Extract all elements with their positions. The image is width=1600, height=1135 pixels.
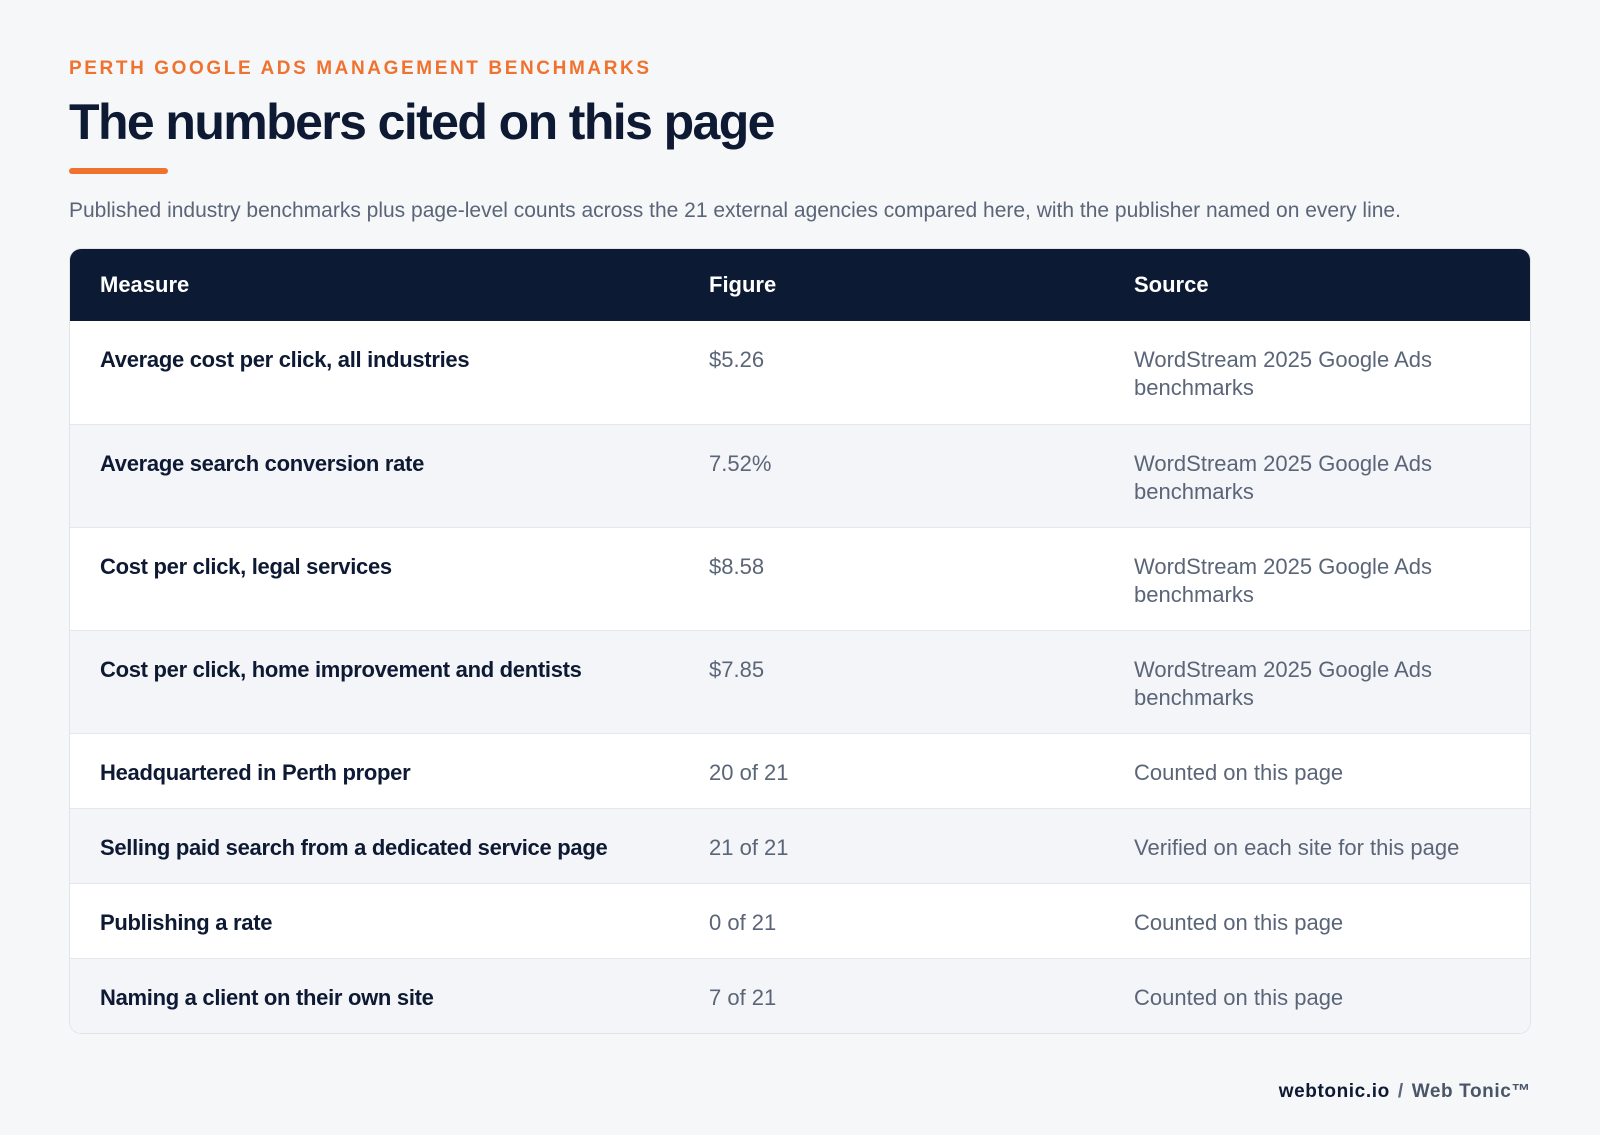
figure-cell: $7.85 — [709, 657, 765, 682]
page-title: The numbers cited on this page — [69, 94, 775, 150]
footer-credit: webtonic.io / Web Tonic™ — [1279, 1079, 1531, 1105]
measure-cell: Average cost per click, all industries — [100, 347, 470, 372]
measure-cell: Average search conversion rate — [100, 451, 425, 476]
measure-cell: Publishing a rate — [100, 910, 273, 935]
source-cell: Verified on each site for this page — [1134, 835, 1460, 860]
table-row: Publishing a rate 0 of 21 Counted on thi… — [70, 883, 1530, 958]
table-row: Average search conversion rate 7.52% Wor… — [70, 424, 1530, 527]
source-cell: WordStream 2025 Google Ads benchmarks — [1134, 451, 1432, 504]
figure-cell: 0 of 21 — [709, 910, 777, 935]
table-row: Average cost per click, all industries $… — [70, 321, 1530, 424]
figure-cell: 21 of 21 — [709, 835, 789, 860]
source-cell: WordStream 2025 Google Ads benchmarks — [1134, 347, 1432, 400]
page-subtitle: Published industry benchmarks plus page-… — [69, 199, 1401, 222]
figure-cell: $8.58 — [709, 554, 765, 579]
figure-cell: 7 of 21 — [709, 985, 777, 1010]
benchmarks-section: PERTH GOOGLE ADS MANAGEMENT BENCHMARKS T… — [69, 56, 1531, 1034]
footer-brand-name: Web Tonic™ — [1411, 1081, 1531, 1102]
eyebrow-label: PERTH GOOGLE ADS MANAGEMENT BENCHMARKS — [69, 58, 652, 79]
benchmarks-table: Measure Figure Source Average cost per c… — [69, 248, 1531, 1034]
source-cell: Counted on this page — [1134, 985, 1344, 1010]
source-cell: Counted on this page — [1134, 760, 1344, 785]
title-accent-bar — [69, 168, 168, 174]
measure-cell: Selling paid search from a dedicated ser… — [100, 835, 608, 860]
measure-cell: Cost per click, legal services — [100, 554, 392, 579]
source-cell: WordStream 2025 Google Ads benchmarks — [1134, 554, 1432, 607]
column-header-measure: Measure — [100, 272, 190, 297]
measure-cell: Headquartered in Perth proper — [100, 760, 411, 785]
source-cell: WordStream 2025 Google Ads benchmarks — [1134, 657, 1432, 710]
source-cell: Counted on this page — [1134, 910, 1344, 935]
footer-domain-link[interactable]: webtonic.io — [1278, 1081, 1390, 1102]
table-row: Cost per click, legal services $8.58 Wor… — [70, 527, 1530, 630]
measure-cell: Cost per click, home improvement and den… — [100, 657, 582, 682]
figure-cell: $5.26 — [709, 347, 765, 372]
column-header-source: Source — [1134, 272, 1209, 297]
measure-cell: Naming a client on their own site — [100, 985, 434, 1010]
table-row: Headquartered in Perth proper 20 of 21 C… — [70, 733, 1530, 808]
table-row: Naming a client on their own site 7 of 2… — [70, 958, 1530, 1033]
table-header: Measure Figure Source — [70, 249, 1530, 321]
table-row: Cost per click, home improvement and den… — [70, 630, 1530, 733]
footer-separator: / — [1397, 1081, 1404, 1102]
figure-cell: 7.52% — [709, 451, 772, 476]
figure-cell: 20 of 21 — [709, 760, 789, 785]
column-header-figure: Figure — [709, 272, 777, 297]
table-row: Selling paid search from a dedicated ser… — [70, 808, 1530, 883]
